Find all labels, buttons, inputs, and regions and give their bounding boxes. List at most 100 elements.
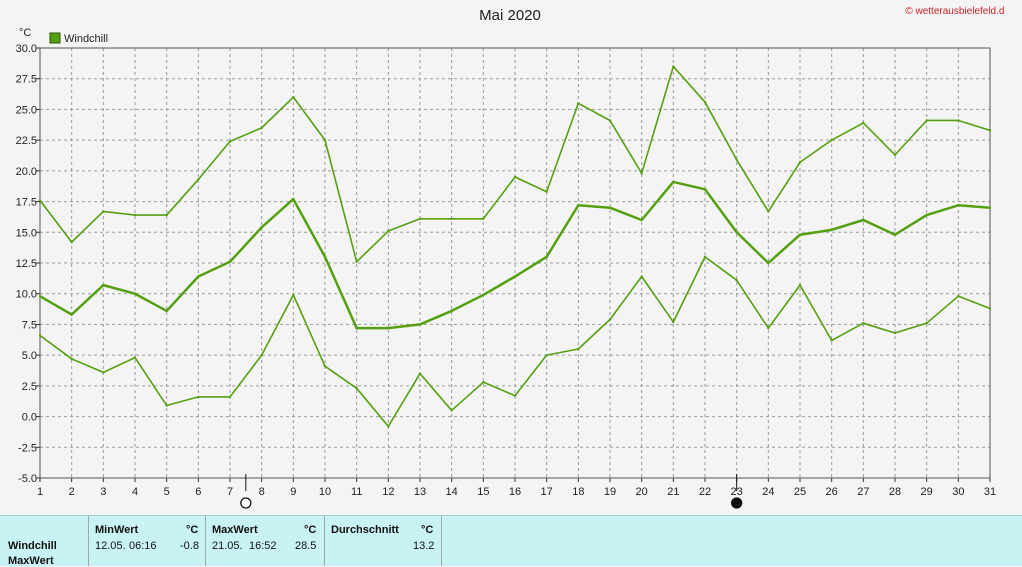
data-point-mean (355, 326, 358, 330)
data-point-mean (450, 309, 453, 313)
y-tick-label: 17.5 (16, 197, 37, 209)
stats-divider (205, 516, 206, 566)
series-layer (38, 65, 992, 428)
data-point-mean (830, 228, 833, 232)
data-point-max (767, 210, 770, 213)
data-point-mean (102, 283, 105, 287)
legend-label: Windchill (64, 33, 108, 45)
y-tick-label: 20.0 (16, 166, 37, 178)
data-point-min (640, 275, 643, 278)
data-point-mean (513, 275, 517, 278)
data-point-min (830, 339, 833, 342)
data-point-mean (482, 293, 485, 297)
x-tick-label: 8 (259, 486, 265, 498)
min-unit: °C (186, 524, 199, 536)
data-point-mean (165, 309, 168, 313)
data-point-min (418, 372, 422, 375)
x-tick-label: 21 (667, 486, 679, 498)
y-tick-label: 27.5 (16, 74, 37, 86)
max-unit: °C (304, 524, 317, 536)
stats-row-label-2: MaxWert (8, 555, 54, 567)
data-point-min (70, 357, 73, 361)
data-point-mean (767, 261, 770, 265)
data-point-mean (70, 313, 73, 316)
min-time: 06:16 (129, 540, 157, 552)
x-tick-label: 13 (414, 486, 426, 498)
data-point-mean (323, 255, 327, 259)
x-tick-label: 19 (604, 486, 616, 498)
data-point-max (355, 260, 358, 263)
data-point-min (292, 293, 295, 297)
data-point-min (672, 320, 675, 324)
data-point-max (672, 65, 675, 68)
data-point-min (38, 334, 42, 337)
data-point-mean (228, 260, 232, 263)
y-tick-label: 12.5 (16, 258, 37, 270)
y-tick-label: 22.5 (16, 135, 37, 147)
data-point-mean (925, 213, 928, 217)
data-point-min (862, 322, 865, 325)
data-point-mean (893, 233, 897, 236)
data-point-mean (862, 218, 865, 222)
x-tick-label: 3 (100, 486, 106, 498)
data-point-min (355, 387, 358, 390)
y-tick-label: 7.5 (22, 319, 37, 331)
data-point-max (703, 100, 707, 104)
x-tick-label: 28 (889, 486, 901, 498)
data-point-mean (798, 233, 802, 236)
data-point-max (862, 121, 865, 125)
data-point-max (133, 213, 137, 217)
x-tick-label: 9 (290, 486, 296, 498)
x-tick-label: 29 (921, 486, 933, 498)
x-tick-label: 24 (762, 486, 774, 498)
max-value: 28.5 (295, 540, 317, 552)
data-point-min (545, 353, 548, 357)
data-point-min (703, 255, 707, 259)
data-point-min (957, 294, 960, 298)
avg-unit: °C (421, 524, 434, 536)
new-moon-icon (731, 497, 743, 509)
max-header: MaxWert (212, 524, 258, 536)
x-tick-label: 12 (382, 486, 394, 498)
data-point-max (197, 178, 200, 181)
y-tick-label: 2.5 (22, 381, 37, 393)
data-point-max (38, 199, 42, 202)
data-point-mean (260, 226, 263, 229)
data-point-min (260, 353, 263, 357)
data-point-min (133, 356, 137, 359)
x-tick-label: 18 (572, 486, 584, 498)
data-point-max (418, 217, 422, 220)
min-date: 12.05. (95, 540, 126, 552)
data-point-mean (38, 294, 42, 298)
data-point-max (165, 213, 168, 217)
data-point-max (608, 119, 612, 122)
right-edge-strip (1005, 0, 1022, 515)
x-tick-label: 15 (477, 486, 489, 498)
data-point-mean (672, 180, 675, 184)
legend-swatch (49, 32, 61, 44)
data-point-max (640, 172, 643, 175)
data-point-min (608, 318, 612, 321)
data-point-min (387, 425, 390, 428)
data-point-max (450, 217, 453, 220)
x-tick-label: 23 (731, 486, 743, 498)
data-point-min (988, 307, 992, 310)
x-tick-label: 6 (195, 486, 201, 498)
data-point-mean (640, 218, 643, 222)
tick-layer: 1 2 3 4 5 6 7 8 9 10 11 12 13 14 15 16 17 18 19 20 21 22 23 24 2… (16, 43, 997, 498)
chart: Mai 2020 © wetterausbielefeld.de °C Wind… (16, 6, 1010, 509)
data-point-min (165, 404, 168, 407)
x-tick-label: 11 (351, 486, 362, 498)
data-point-min (102, 371, 105, 374)
max-date: 21.05. (212, 540, 243, 552)
y-tick-label: -5.0 (18, 473, 37, 485)
data-point-min (513, 394, 517, 397)
x-tick-label: 27 (857, 486, 869, 498)
data-point-max (830, 138, 833, 142)
data-point-mean (988, 206, 992, 209)
min-header: MinWert (95, 524, 139, 536)
data-point-max (577, 102, 580, 105)
data-point-min (767, 326, 770, 330)
data-point-max (102, 210, 105, 213)
avg-value: 13.2 (413, 540, 435, 552)
